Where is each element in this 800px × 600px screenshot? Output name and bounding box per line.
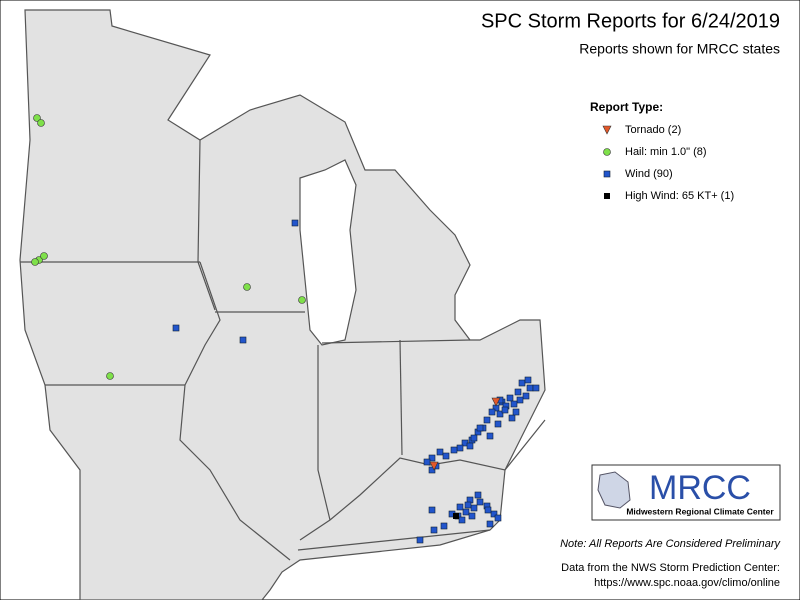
wind-marker xyxy=(476,424,484,432)
wind-marker xyxy=(470,434,478,442)
source-line: Data from the NWS Storm Prediction Cente… xyxy=(561,562,780,574)
wind-marker xyxy=(508,414,516,422)
legend: Report Type: Tornado (2) Hail: min 1.0" … xyxy=(590,100,734,202)
wind-marker xyxy=(172,324,180,332)
legend-title: Report Type: xyxy=(590,100,663,114)
wind-marker xyxy=(483,416,491,424)
source-url: https://www.spc.noaa.gov/climo/online xyxy=(594,577,780,589)
subtitle: Reports shown for MRCC states xyxy=(579,41,780,57)
hail-marker xyxy=(37,119,45,127)
wind-marker xyxy=(428,466,436,474)
lake-michigan xyxy=(299,159,357,346)
wind-marker xyxy=(462,508,470,516)
wind-marker xyxy=(423,458,431,466)
wind-marker xyxy=(416,536,424,544)
hail-marker xyxy=(243,283,251,291)
wind-marker xyxy=(430,526,438,534)
wind-marker xyxy=(494,514,502,522)
tornado-marker xyxy=(491,397,501,407)
wind-marker xyxy=(466,442,474,450)
hail-symbol xyxy=(603,148,611,156)
wind-marker xyxy=(291,219,299,227)
title: SPC Storm Reports for 6/24/2019 xyxy=(481,10,780,32)
wind-marker xyxy=(470,504,478,512)
wind-marker xyxy=(464,501,472,509)
wind-marker xyxy=(532,384,540,392)
wind-marker xyxy=(512,408,520,416)
wind-marker xyxy=(506,394,514,402)
high-wind-marker xyxy=(453,513,459,519)
state-line xyxy=(299,419,546,541)
logo: MRCC Midwestern Regional Climate Center xyxy=(591,464,781,521)
land xyxy=(19,9,546,600)
wind-marker xyxy=(239,336,247,344)
tornado-symbol xyxy=(602,125,612,135)
wind-marker xyxy=(474,491,482,499)
state-line xyxy=(321,339,471,344)
hail-marker xyxy=(106,372,114,380)
legend-item: Wind (90) xyxy=(625,168,673,180)
note: Note: All Reports Are Considered Prelimi… xyxy=(560,538,781,550)
wind-marker xyxy=(526,384,534,392)
hail-marker xyxy=(33,114,41,122)
state-line xyxy=(317,345,331,521)
logo-text: MRCC xyxy=(649,469,751,507)
wind-marker xyxy=(440,522,448,530)
wind-marker xyxy=(458,516,466,524)
states xyxy=(19,9,546,600)
state-line xyxy=(179,261,291,561)
state-line xyxy=(297,529,491,551)
wind-symbol xyxy=(603,170,611,178)
legend-item: Hail: min 1.0" (8) xyxy=(625,146,707,158)
wind-marker xyxy=(516,396,524,404)
logo-icon xyxy=(597,471,631,509)
state-line xyxy=(197,139,216,311)
tornado-marker xyxy=(429,461,439,471)
wind-marker xyxy=(456,503,464,511)
wind-marker xyxy=(490,510,498,518)
wind-marker xyxy=(486,432,494,440)
wind-marker xyxy=(524,376,532,384)
wind-marker xyxy=(436,448,444,456)
logo-subtext: Midwestern Regional Climate Center xyxy=(626,506,774,516)
wind-marker xyxy=(476,498,484,506)
wind-marker xyxy=(456,444,464,452)
wind-marker xyxy=(442,452,450,460)
hail-marker xyxy=(31,258,39,266)
wind-marker xyxy=(486,520,494,528)
wind-marker xyxy=(484,506,492,514)
high-wind-symbol xyxy=(604,193,610,199)
wind-marker xyxy=(488,408,496,416)
wind-marker xyxy=(428,454,436,462)
wind-marker xyxy=(494,420,502,428)
wind-marker xyxy=(514,388,522,396)
wind-marker xyxy=(522,392,530,400)
state-line xyxy=(399,339,403,456)
hail-marker xyxy=(40,252,48,260)
wind-marker xyxy=(518,379,526,387)
wind-marker xyxy=(496,410,504,418)
report-markers xyxy=(31,114,540,544)
hail-marker xyxy=(298,296,306,304)
wind-marker xyxy=(428,506,436,514)
wind-marker xyxy=(510,400,518,408)
legend-item: High Wind: 65 KT+ (1) xyxy=(625,190,734,202)
wind-marker xyxy=(501,406,509,414)
legend-item: Tornado (2) xyxy=(625,124,681,136)
wind-marker xyxy=(468,512,476,520)
wind-marker xyxy=(450,446,458,454)
